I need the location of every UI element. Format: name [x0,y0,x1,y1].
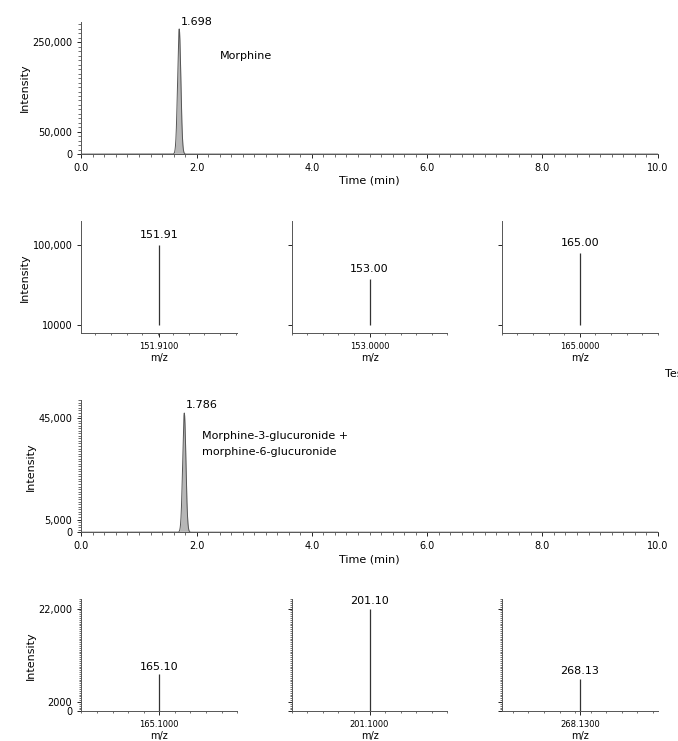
X-axis label: m/z: m/z [571,731,589,741]
Text: 165.00: 165.00 [561,238,599,248]
Y-axis label: Intensity: Intensity [20,253,30,302]
Text: 1.786: 1.786 [186,400,218,411]
Text: 201.10: 201.10 [350,597,389,606]
Text: 1.698: 1.698 [181,17,213,27]
Text: 153.00: 153.00 [351,264,388,274]
Text: Morphine-3-glucuronide +: Morphine-3-glucuronide + [202,431,348,441]
Text: Testo: Testo [665,369,678,379]
Text: morphine-6-glucuronide: morphine-6-glucuronide [202,447,337,456]
Y-axis label: Intensity: Intensity [20,64,29,113]
Text: 165.10: 165.10 [140,662,178,672]
Text: Morphine: Morphine [220,51,272,62]
X-axis label: m/z: m/z [151,353,168,362]
X-axis label: Time (min): Time (min) [339,554,400,564]
X-axis label: m/z: m/z [571,353,589,362]
X-axis label: m/z: m/z [151,731,168,741]
X-axis label: m/z: m/z [361,731,378,741]
Y-axis label: Intensity: Intensity [26,631,35,679]
X-axis label: m/z: m/z [361,353,378,362]
Y-axis label: Intensity: Intensity [26,442,36,491]
Text: 268.13: 268.13 [560,666,599,677]
X-axis label: Time (min): Time (min) [339,176,400,186]
Text: 151.91: 151.91 [140,230,178,240]
